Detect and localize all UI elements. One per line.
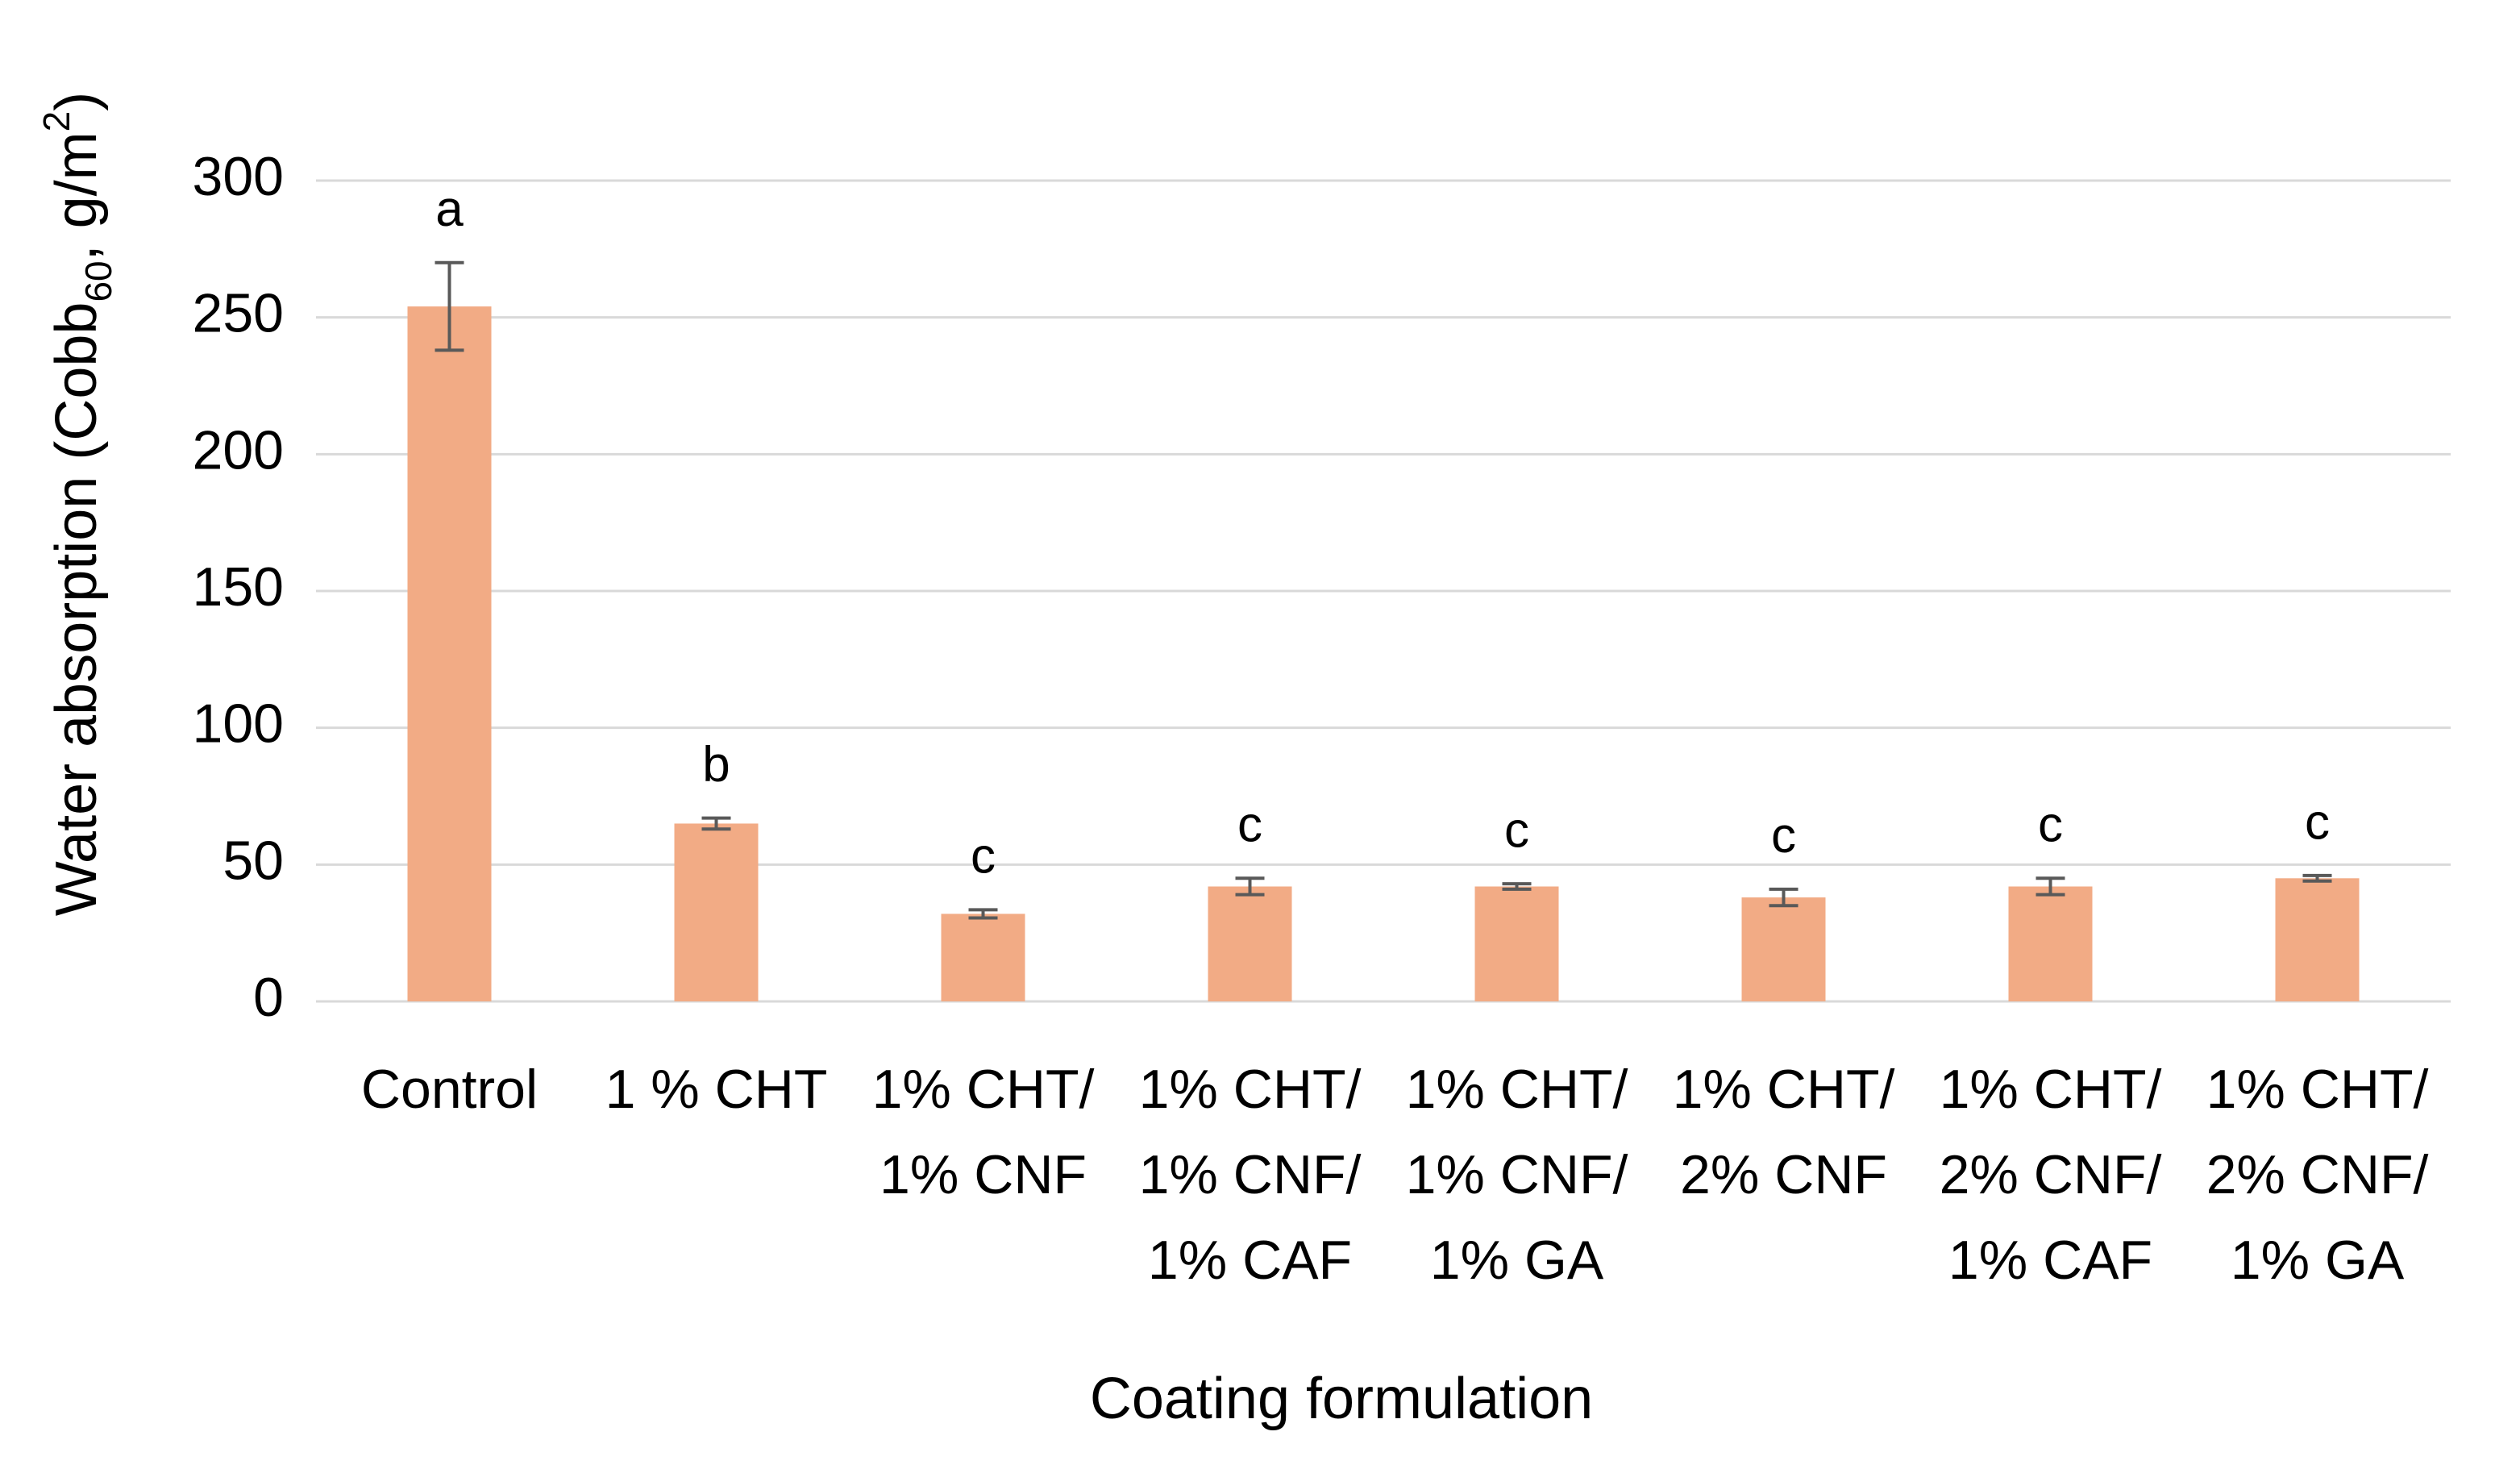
- x-tick-label: 1% CHT/: [1673, 1059, 1895, 1120]
- significance-letter: c: [2038, 797, 2063, 853]
- bar: [941, 914, 1025, 1001]
- error-bar-line: [2302, 873, 2332, 883]
- bar: [1474, 886, 1559, 1001]
- x-tick-label: 1% GA: [2231, 1230, 2405, 1291]
- x-tick-label: 1% CAF: [1148, 1230, 1352, 1291]
- y-label-part: ): [44, 92, 109, 111]
- significance-letter: a: [435, 181, 464, 237]
- error-bar-line: [701, 816, 731, 831]
- x-tick-label: 1% CAF: [1948, 1230, 2152, 1291]
- y-label-subscript: 60: [77, 260, 119, 302]
- y-tick-label: 250: [193, 283, 284, 344]
- error-bar: [1235, 876, 1265, 897]
- bar: [2008, 886, 2093, 1001]
- x-tick-label: Control: [361, 1059, 538, 1120]
- x-tick-label: 1% CNF: [880, 1144, 1087, 1205]
- x-tick-label: 1% CNF/: [1139, 1144, 1362, 1205]
- y-tick-label: 0: [253, 967, 284, 1028]
- significance-letter: c: [2305, 794, 2330, 850]
- y-tick-label: 300: [193, 146, 284, 207]
- error-bar-line: [1769, 887, 1799, 908]
- x-tick-label: 1 % CHT: [605, 1059, 828, 1120]
- error-bar: [2302, 873, 2332, 883]
- error-bar-line: [1235, 876, 1265, 897]
- bar: [1741, 897, 1826, 1001]
- bar: [674, 823, 759, 1001]
- x-axis-label: Coating formulation: [1090, 1367, 1593, 1431]
- bar: [2275, 878, 2360, 1001]
- error-bar: [1769, 887, 1799, 908]
- x-tick-label: 1% CHT/: [1406, 1059, 1628, 1120]
- error-bar: [435, 260, 464, 352]
- significance-letter: c: [1771, 808, 1796, 864]
- bar: [1208, 886, 1292, 1001]
- x-tick-label: 2% CNF/: [2206, 1144, 2429, 1205]
- error-bar: [2036, 876, 2065, 897]
- error-bar-line: [435, 260, 464, 352]
- y-label-superscript: 2: [35, 111, 77, 132]
- error-bar: [701, 816, 731, 831]
- bar: [407, 306, 492, 1001]
- significance-letter: c: [971, 829, 996, 884]
- x-tick-label: 1% CHT/: [2206, 1059, 2429, 1120]
- error-bar: [1502, 882, 1532, 891]
- y-label-part: , g/m: [44, 131, 109, 260]
- x-tick-label: 1% GA: [1430, 1230, 1604, 1291]
- x-tick-label: 2% CNF/: [1940, 1144, 2162, 1205]
- y-tick-label: 200: [193, 419, 284, 481]
- x-tick-label: 2% CNF: [1680, 1144, 1887, 1205]
- x-tick-label: 1% CHT/: [872, 1059, 1095, 1120]
- error-bar-line: [968, 908, 998, 920]
- significance-letter: c: [1237, 797, 1262, 853]
- x-tick-label: 1% CHT/: [1940, 1059, 2162, 1120]
- y-tick-label: 150: [193, 556, 284, 618]
- y-axis-label: Water absorption (Cobb60, g/m2): [35, 92, 119, 916]
- y-tick-label: 100: [193, 693, 284, 755]
- significance-letter: b: [702, 737, 730, 793]
- x-tick-label: 1% CHT/: [1139, 1059, 1362, 1120]
- y-label-part: Water absorption (Cobb: [44, 302, 109, 917]
- x-tick-label: 1% CNF/: [1406, 1144, 1628, 1205]
- error-bar-line: [2036, 876, 2065, 897]
- error-bar: [968, 908, 998, 920]
- error-bar-line: [1502, 882, 1532, 891]
- y-tick-label: 50: [222, 830, 284, 891]
- significance-letter: c: [1504, 802, 1529, 858]
